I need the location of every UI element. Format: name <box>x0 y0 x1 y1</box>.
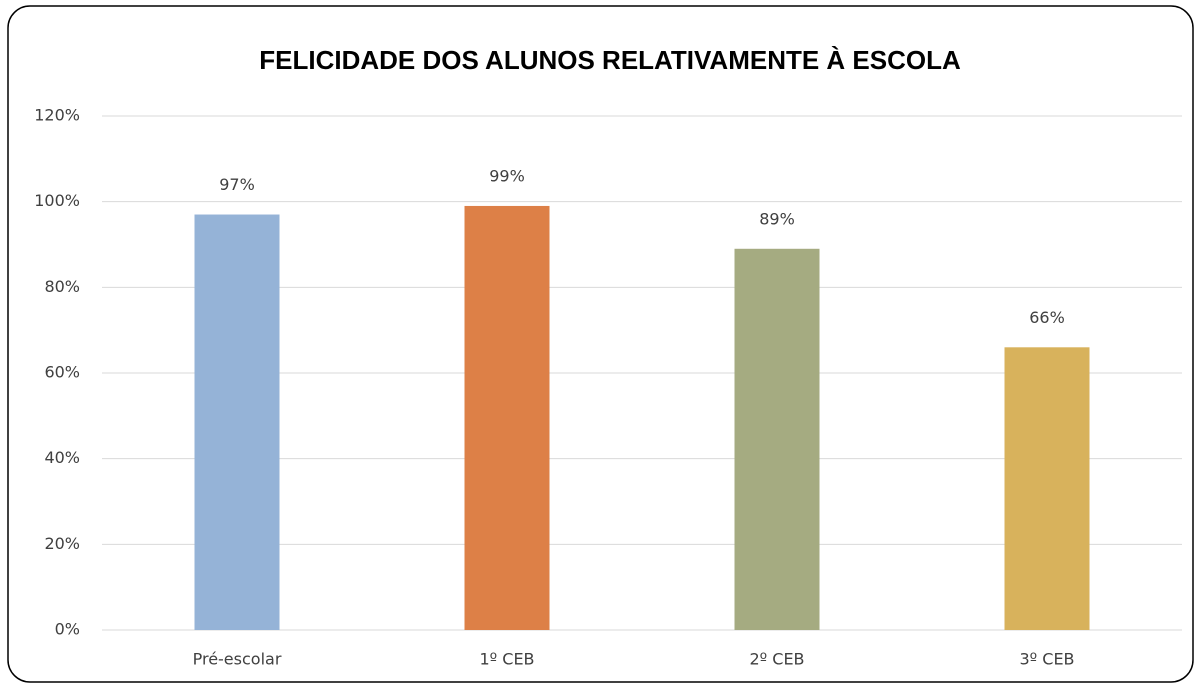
y-tick-label: 60% <box>44 363 80 382</box>
y-tick-label: 40% <box>44 448 80 467</box>
data-label: 89% <box>759 209 795 228</box>
data-label: 66% <box>1029 308 1065 327</box>
x-tick-label: Pré-escolar <box>193 650 282 669</box>
bar <box>1004 347 1090 630</box>
y-tick-label: 0% <box>55 620 80 639</box>
x-tick-label: 2º CEB <box>749 650 804 669</box>
y-tick-label: 20% <box>44 534 80 553</box>
data-label: 99% <box>489 166 525 185</box>
x-tick-label: 3º CEB <box>1019 650 1074 669</box>
data-label: 97% <box>219 175 255 194</box>
bar <box>194 214 280 630</box>
y-tick-label: 120% <box>34 106 80 125</box>
bar <box>464 205 550 630</box>
y-tick-label: 100% <box>34 191 80 210</box>
y-tick-label: 80% <box>44 277 80 296</box>
chart-border <box>7 5 1194 683</box>
x-tick-label: 1º CEB <box>479 650 534 669</box>
chart-title: FELICIDADE DOS ALUNOS RELATIVAMENTE À ES… <box>259 45 961 75</box>
bar <box>734 248 820 631</box>
